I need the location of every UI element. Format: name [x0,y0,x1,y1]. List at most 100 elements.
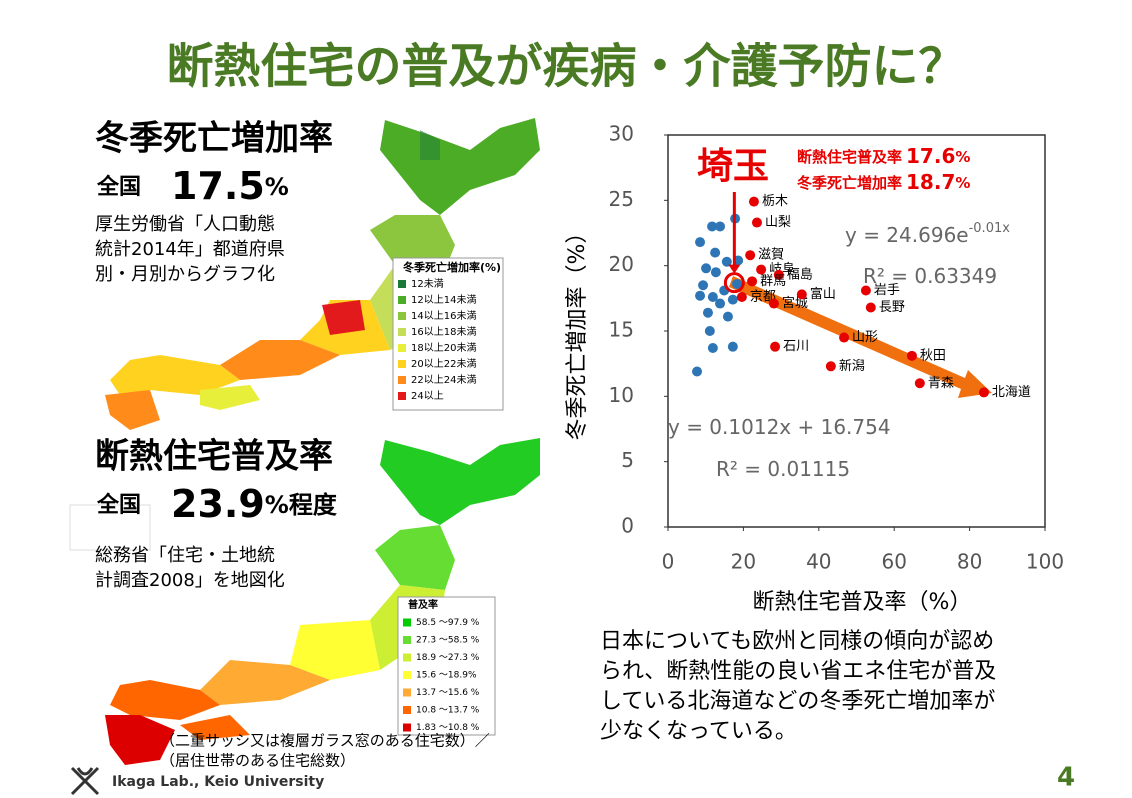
source-text: 総務省「住宅・土地統 [95,545,275,566]
equation-text: R² = 0.63349 [863,264,997,288]
point [839,332,850,343]
point-label: 富山 [810,286,836,302]
point [702,307,713,318]
point [698,280,709,291]
national-unit: %程度 [265,491,338,519]
legend-swatch [398,376,406,384]
point [768,298,779,309]
point [727,294,738,305]
legend-label: 16以上18未満 [411,326,476,338]
point [747,276,758,287]
legend-label: 27.3 ～58.5 % [416,636,480,646]
y-tick-label: 25 [609,187,634,211]
point [707,342,718,353]
y-tick-label: 5 [621,448,634,472]
point [796,289,807,300]
point [748,196,759,207]
point [695,237,706,248]
x-tick-label: 80 [957,550,982,574]
y-tick-label: 0 [621,514,634,538]
point-label: 秋田 [920,348,946,363]
legend-swatch [398,312,406,320]
section-heading: 冬季死亡増加率 [95,119,333,159]
legend-swatch [403,723,411,732]
legend-swatch [403,688,411,697]
national-figure: 全国 17.5% [96,164,289,208]
point [773,269,784,280]
national-value: 17.5 [171,164,265,208]
point [825,361,836,372]
point [721,256,732,267]
equation-text: R² = 0.01115 [716,457,850,481]
legend-label: 24以上 [411,390,444,402]
point [914,378,925,389]
point [736,292,747,303]
point-label: 京都 [750,290,776,305]
x-axis-label: 断熱住宅普及率（%） [753,590,972,615]
legend-label: 1.83 ～10.8 % [416,723,480,733]
point [731,278,742,289]
equation: y = 24.696e-0.01x [845,221,1010,247]
point [704,326,715,336]
legend-box [397,596,496,736]
section-heading: 断熱住宅普及率 [95,437,333,477]
y-tick-label: 20 [609,252,634,276]
point [865,302,876,313]
x-tick-label: 60 [881,550,906,574]
point-label: 栃木 [762,194,788,209]
point-label: 岩手 [874,283,900,298]
note-text: （居住世帯のある住宅総数） [160,752,355,770]
y-tick-label: 10 [609,383,634,407]
x-tick-label: 40 [806,550,831,574]
national-label: 全国 [96,492,141,518]
legend-swatch [398,280,406,288]
equation-exponent: -0.01x [969,221,1011,236]
legend-label: 18以上20未満 [411,342,476,354]
legend-swatch [398,344,406,352]
trend-arrow [729,276,992,398]
legend-label: 22以上24未満 [411,374,476,386]
highlight-arrowhead [728,264,741,274]
equation: R² = 0.01115 [716,457,850,481]
point [722,311,733,322]
equation-text: y = 0.1012x + 16.754 [668,415,891,439]
legend-swatch [398,328,406,336]
highlight-name: 冬季死亡増加率 [797,174,902,192]
x-tick-label: 20 [731,550,756,574]
logo [70,766,100,796]
national-label: 全国 [96,174,141,200]
legend-title: 普及率 [408,598,438,611]
y-tick-label: 30 [609,122,634,146]
description-line: 日本についても欧州と同様の傾向が認め [600,629,994,654]
map-winter-mortality [105,118,540,430]
legend-label: 20以上22未満 [411,358,476,370]
national-value: 23.9 [171,482,265,526]
equation-text: y = 24.696e [845,223,969,247]
point [710,247,721,258]
legend-label: 12以上14未満 [411,294,476,306]
description-line: 少なくなっている。 [600,719,797,744]
point-label: 長野 [879,300,905,315]
legend-title: 冬季死亡増加率(%) [403,260,501,274]
national-unit: % [265,173,289,201]
highlight-line: 冬季死亡増加率 18.7% [797,170,970,194]
point [978,387,989,398]
legend-swatch [398,360,406,368]
source-text: 別・月別からグラフ化 [95,264,275,285]
y-tick-label: 15 [609,318,634,342]
legend-label: 12未満 [411,278,444,290]
point-label: 滋賀 [758,248,784,263]
legend-label: 15.6 ～18.9% [416,671,477,681]
legend-swatch [403,653,411,662]
highlight-value: 18.7 [906,170,955,194]
point [695,290,706,301]
point [756,264,767,275]
page-number: 4 [1057,763,1075,793]
legend-label: 13.7 ～15.6 % [416,688,480,698]
source-text: 厚生労働省「人口動態 [95,214,275,235]
x-tick-label: 100 [1026,550,1064,574]
point-label: 新潟 [839,358,865,374]
point-label: 北海道 [992,385,1031,400]
